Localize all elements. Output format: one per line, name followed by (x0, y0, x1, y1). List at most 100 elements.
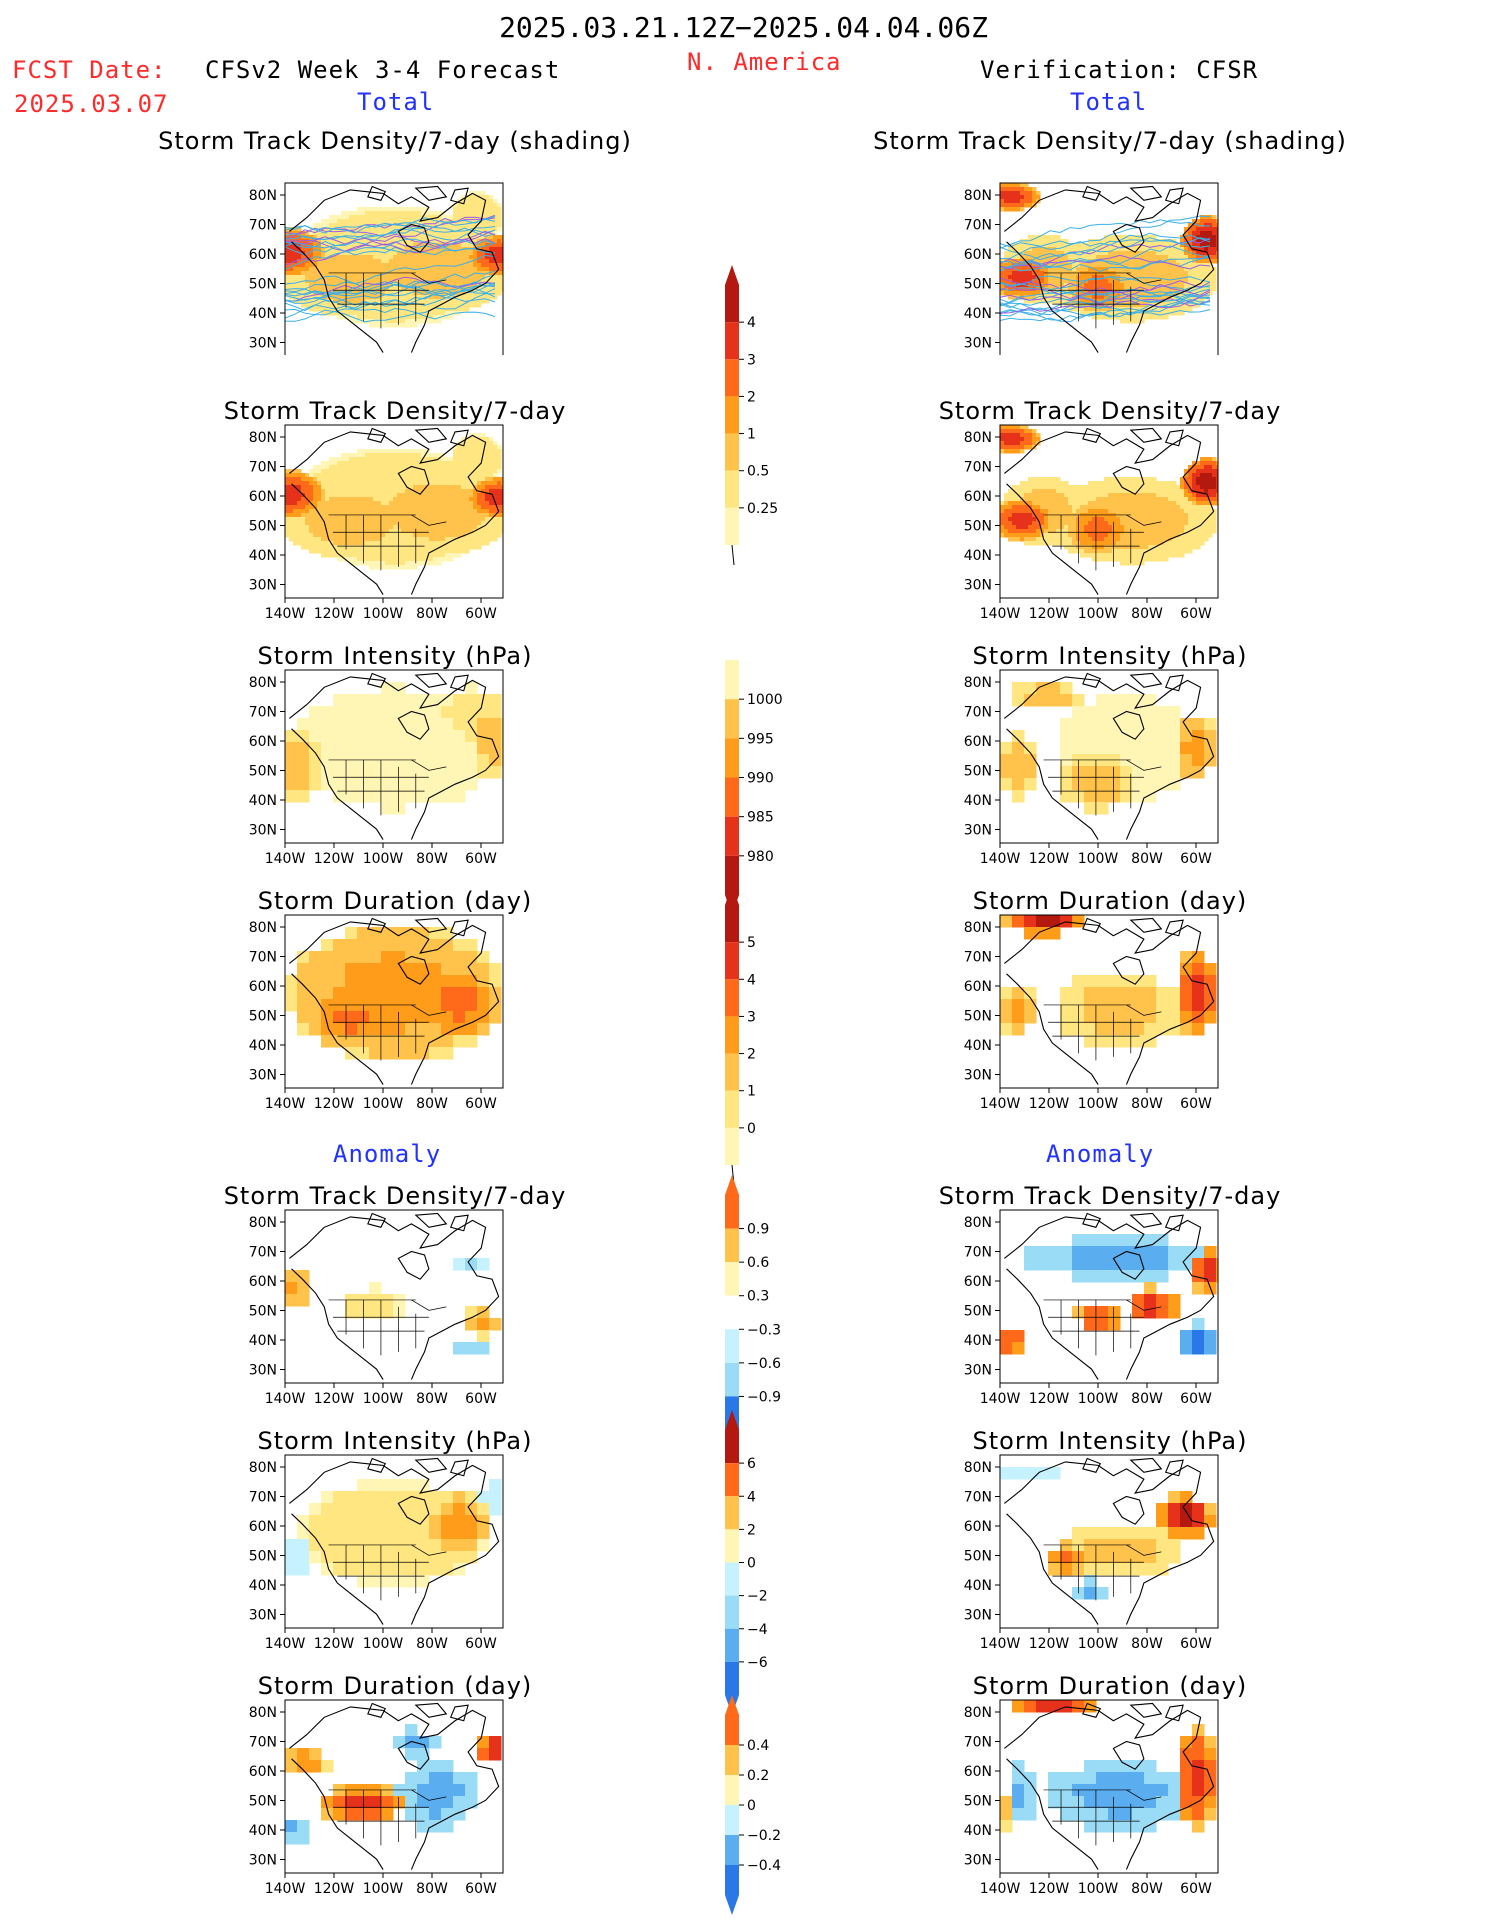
heatmap-cell (1096, 493, 1101, 498)
heatmap-cell (1136, 525, 1141, 530)
heatmap-cell (393, 263, 398, 268)
heatmap-cell (1076, 497, 1081, 502)
heatmap-cell (1212, 255, 1217, 260)
heatmap-cell (425, 461, 430, 466)
heatmap-cell (1000, 513, 1005, 518)
heatmap-cell (1144, 247, 1149, 252)
heatmap-cell (417, 513, 422, 518)
heatmap-cell (1024, 267, 1029, 272)
heatmap-cell (1204, 481, 1209, 486)
heatmap-cell (365, 509, 370, 514)
heatmap-cell (345, 275, 350, 280)
heatmap-cell (317, 529, 322, 534)
heatmap-cell (385, 477, 390, 482)
heatmap-cell (473, 227, 478, 232)
heatmap-cell (1164, 307, 1169, 312)
heatmap-cell (1184, 259, 1189, 264)
heatmap-cell (1024, 509, 1029, 514)
heatmap-cell (405, 235, 410, 240)
heatmap-cell (409, 283, 414, 288)
heatmap-cell (369, 477, 374, 482)
heatmap-cell (1004, 445, 1009, 450)
heatmap-cell (1108, 525, 1113, 530)
heatmap-cell (1116, 243, 1121, 248)
heatmap-cell (421, 271, 426, 276)
heatmap-cell (461, 521, 466, 526)
heatmap-cell (1032, 525, 1037, 530)
heatmap-cell (325, 509, 330, 514)
heatmap-cell (381, 461, 386, 466)
heatmap-cell (1176, 287, 1181, 292)
heatmap-cell (349, 501, 354, 506)
heatmap-cell (481, 279, 486, 284)
heatmap-cell (1164, 247, 1169, 252)
heatmap-cell (1160, 513, 1165, 518)
heatmap-cell (1188, 473, 1193, 478)
heatmap-cell (349, 537, 354, 542)
heatmap-cell (1160, 255, 1165, 260)
heatmap-cell (465, 465, 470, 470)
heatmap-cell (337, 295, 342, 300)
heatmap-cell (349, 545, 354, 550)
heatmap-cell (365, 311, 370, 316)
heatmap-cell (481, 441, 486, 446)
heatmap-cell (385, 529, 390, 534)
heatmap-cell (1100, 283, 1105, 288)
heatmap-cell (1196, 469, 1201, 474)
heatmap-cell (1032, 239, 1037, 244)
heatmap-cell (345, 299, 350, 304)
heatmap-cell (481, 465, 486, 470)
heatmap-cell (481, 255, 486, 260)
heatmap-cell (353, 537, 358, 542)
heatmap-cell (437, 287, 442, 292)
heatmap-cell (493, 465, 498, 470)
heatmap-cell (1056, 497, 1061, 502)
heatmap-cell (385, 243, 390, 248)
heatmap-cell (385, 565, 390, 570)
heatmap-cell (1044, 283, 1049, 288)
heatmap-cell (489, 469, 494, 474)
heatmap-cell (349, 275, 354, 280)
heatmap-cell (1156, 501, 1161, 506)
heatmap-cell (1032, 481, 1037, 486)
heatmap-cell (501, 489, 503, 494)
heatmap-cell (489, 445, 494, 450)
heatmap-cell (1048, 485, 1053, 490)
heatmap-cell (285, 521, 290, 526)
heatmap-cell (413, 481, 418, 486)
heatmap-cell (297, 541, 302, 546)
heatmap-cell (1216, 501, 1218, 506)
heatmap-cell (1172, 279, 1177, 284)
heatmap-cell (417, 319, 422, 324)
heatmap-cell (493, 199, 498, 204)
heatmap-cell (1012, 533, 1017, 538)
heatmap-cell (1044, 279, 1049, 284)
heatmap-cell (1080, 243, 1085, 248)
heatmap-cell (293, 517, 298, 522)
heatmap-cell (469, 199, 474, 204)
heatmap-cell (1100, 255, 1105, 260)
heatmap-cell (477, 537, 482, 542)
heatmap-cell (1024, 191, 1029, 196)
heatmap-cell (1032, 501, 1037, 506)
heatmap-cell (369, 259, 374, 264)
heatmap-cell (485, 517, 490, 522)
heatmap-cell (1200, 497, 1205, 502)
heatmap-cell (493, 473, 498, 478)
heatmap-cell (357, 465, 362, 470)
heatmap-cell (417, 549, 422, 554)
heatmap-cell (1136, 501, 1141, 506)
heatmap-cell (325, 263, 330, 268)
heatmap-cell (421, 545, 426, 550)
heatmap-cell (433, 275, 438, 280)
heatmap-cell (441, 521, 446, 526)
heatmap-cell (445, 251, 450, 256)
heatmap-cell (465, 457, 470, 462)
heatmap-cell (321, 497, 326, 502)
heatmap-cell (461, 549, 466, 554)
heatmap-cell (1020, 275, 1025, 280)
heatmap-cell (349, 303, 354, 308)
heatmap-cell (1080, 493, 1085, 498)
heatmap-cell (1120, 493, 1125, 498)
heatmap-cell (429, 239, 434, 244)
